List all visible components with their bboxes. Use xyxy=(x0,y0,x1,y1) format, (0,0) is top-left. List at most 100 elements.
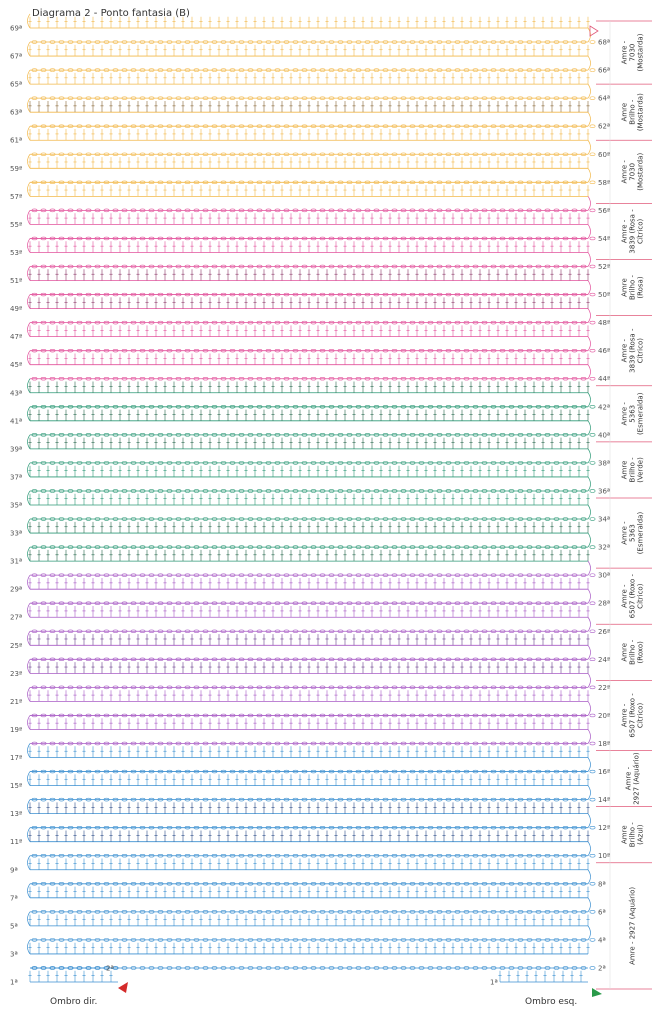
yarn-band-line: Brilho - xyxy=(629,822,637,848)
row-label-69: 69ª xyxy=(10,25,22,33)
yarn-band-line: (Roxo) xyxy=(637,641,645,664)
yarn-band-line: (Mostarda) xyxy=(637,93,645,131)
yarn-band-line: Amre - 2927 (Aquário) xyxy=(629,887,637,965)
yarn-band-label: Amre -5363 (Esmeralda) xyxy=(621,392,645,435)
yarn-band-line: Cítrico) xyxy=(637,219,645,245)
stitch-row-27 xyxy=(27,603,590,618)
row-label-3: 3ª xyxy=(10,950,18,958)
stitch-row-1 xyxy=(28,970,588,983)
row-label-51: 51ª xyxy=(10,277,22,285)
yarn-bands: Amre -7030 (Mostarda)Amre Brilho - (Mostard… xyxy=(596,20,652,990)
red-arrow-icon xyxy=(118,982,128,993)
stitch-row-64 xyxy=(30,83,596,100)
stitch-row-61 xyxy=(27,126,590,141)
row-label-18: 18ª xyxy=(598,740,610,748)
row-label-38: 38ª xyxy=(598,459,610,467)
stitch-row-60 xyxy=(30,140,596,156)
row-label-64: 64ª xyxy=(598,95,610,103)
stitch-row-2 xyxy=(30,966,596,970)
yarn-band-line: Brilho - xyxy=(629,275,637,301)
row-label-8: 8ª xyxy=(598,880,606,888)
row-label-49: 49ª xyxy=(10,305,22,313)
stitch-row-53 xyxy=(27,238,590,253)
stitch-row-35 xyxy=(27,490,590,506)
row-label-33: 33ª xyxy=(10,530,22,538)
row-label-2: 2ª xyxy=(598,964,606,972)
row-label-54: 54ª xyxy=(598,235,610,243)
stitch-row-7 xyxy=(27,883,590,899)
row-label-45: 45ª xyxy=(10,361,22,369)
stitch-row-66 xyxy=(30,55,596,72)
yarn-band-line: (Rosa) xyxy=(637,276,645,298)
row-label-60: 60ª xyxy=(598,151,610,159)
yarn-band-line: Amre xyxy=(621,103,629,122)
yarn-band-line: (Esmeralda) xyxy=(637,512,645,555)
stitch-rows xyxy=(27,13,599,983)
stitch-row-6 xyxy=(30,897,596,914)
yarn-band-line: Amre - xyxy=(621,219,629,243)
yarn-band-line: Amre - xyxy=(621,160,629,184)
stitch-row-30 xyxy=(30,560,596,577)
row-label-53: 53ª xyxy=(10,249,22,257)
stitch-row-40 xyxy=(30,420,596,437)
stitch-row-41 xyxy=(27,406,590,422)
stitch-row-13 xyxy=(27,799,590,815)
stitch-row-39 xyxy=(27,434,590,450)
row-label-31: 31ª xyxy=(10,558,22,566)
row-label-61: 61ª xyxy=(10,137,22,145)
yarn-band-line: Amre xyxy=(621,643,629,662)
yarn-band-line: 2927 (Aquário) xyxy=(633,752,641,805)
yarn-band-line: Amre xyxy=(621,278,629,297)
row-label-5: 5ª xyxy=(10,922,18,930)
yarn-band-line: 3839 (Rosa - xyxy=(629,209,637,254)
stitch-row-51 xyxy=(27,266,590,281)
row-label-41: 41ª xyxy=(10,417,22,425)
row-label-68: 68ª xyxy=(598,39,610,47)
row-label-59: 59ª xyxy=(10,165,22,173)
row-label-19: 19ª xyxy=(10,726,22,734)
row-label-24: 24ª xyxy=(598,656,610,664)
stitch-row-63 xyxy=(27,97,590,113)
yarn-band-line: (Esmeralda) xyxy=(637,392,645,435)
row-label-25: 25ª xyxy=(10,642,22,650)
stitch-row-4 xyxy=(30,925,596,942)
stitch-row-19 xyxy=(27,715,590,730)
yarn-band-line: Brilho - xyxy=(629,457,637,483)
stitch-row-57 xyxy=(27,182,590,197)
yarn-band-line: Cítrico) xyxy=(637,703,645,729)
stitch-row-45 xyxy=(27,350,590,366)
row-label-34: 34ª xyxy=(598,516,610,524)
yarn-band-line: Cítrico) xyxy=(637,338,645,364)
stitch-row-65 xyxy=(27,69,590,85)
stitch-row-38 xyxy=(30,448,596,465)
row-labels: 69ª 67ª 65ª 63ª 61ª 59ª 57ª 55ª 53ª 51ª 49ª 47ª 45ª 4… xyxy=(10,25,610,987)
yarn-band-label: Amre - 2927 (Aquário) xyxy=(629,887,637,965)
row-label-37: 37ª xyxy=(10,473,22,481)
row-label-44: 44ª xyxy=(598,375,610,383)
stitch-row-29 xyxy=(27,574,590,590)
stitch-row-20 xyxy=(30,701,596,718)
yarn-band-label: Amre -3839 (Rosa - Cítrico) xyxy=(621,328,645,373)
yarn-band-line: Cítrico) xyxy=(637,583,645,609)
row-label-36: 36ª xyxy=(598,487,610,495)
yarn-band-line: (Verde) xyxy=(637,457,645,483)
row-label-39: 39ª xyxy=(10,445,22,453)
stitch-row-33 xyxy=(27,518,590,534)
stitch-row-62 xyxy=(30,111,596,128)
stitch-row-10 xyxy=(30,841,596,858)
stitch-row-47 xyxy=(27,322,590,338)
stitch-row-44 xyxy=(30,364,596,381)
stitch-row-21 xyxy=(27,687,590,702)
yarn-band-line: Amre - xyxy=(621,584,629,608)
yarn-band-line: 5363 xyxy=(629,524,637,542)
yarn-band-line: 7030 xyxy=(629,163,637,181)
row-label-13: 13ª xyxy=(10,810,22,818)
yarn-band-line: Amre - xyxy=(621,703,629,727)
stitch-row-69 xyxy=(27,13,590,29)
row-label-26: 26ª xyxy=(598,628,610,636)
yarn-band-line: Brilho - xyxy=(629,639,637,665)
stitch-row-17 xyxy=(27,743,590,758)
footer: Ombro dir. Ombro esq. xyxy=(50,982,602,1007)
stitch-row-59 xyxy=(27,154,590,169)
yarn-band-line: 6507 (Roxo - xyxy=(629,693,637,738)
